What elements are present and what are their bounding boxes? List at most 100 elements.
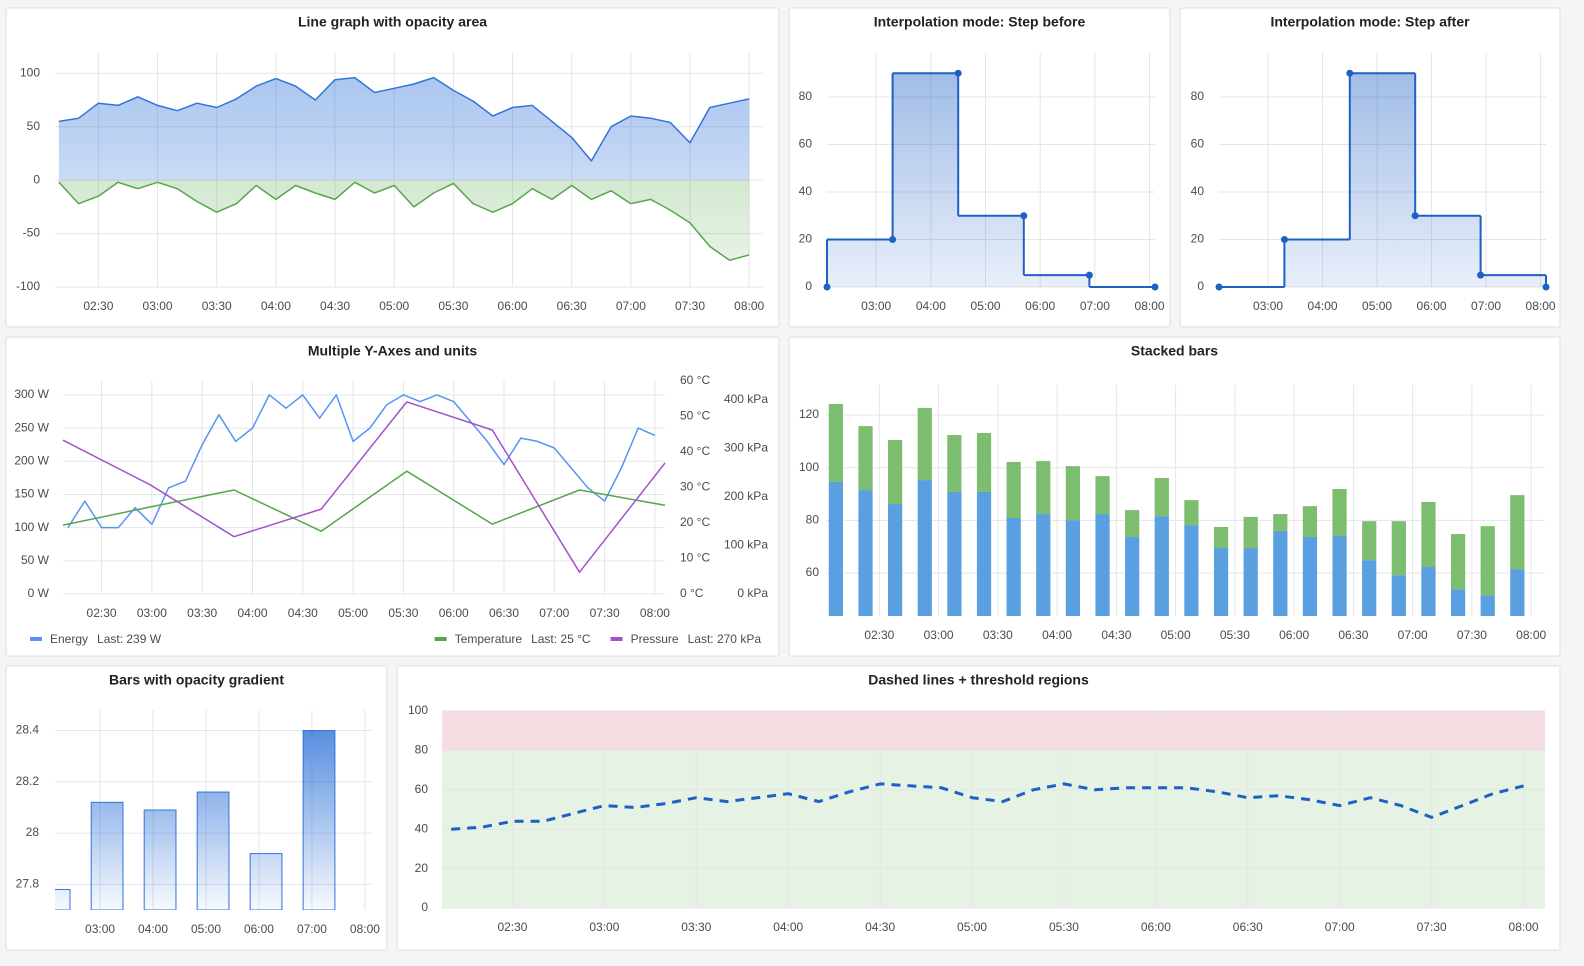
y-tick-label: 0 <box>1197 279 1204 293</box>
bar <box>1302 536 1318 616</box>
y-tick-label: 60 <box>806 565 820 579</box>
x-tick-label: 07:00 <box>1398 628 1428 642</box>
point <box>1151 283 1159 291</box>
x-tick-label: 05:00 <box>379 299 409 313</box>
x-tick-label: 08:00 <box>640 606 670 620</box>
x-tick-label: 07:30 <box>675 299 705 313</box>
x-tick-label: 03:00 <box>589 920 619 934</box>
point <box>1477 271 1485 279</box>
legend-name: Temperature <box>455 632 523 646</box>
x-tick-label: 04:30 <box>1101 628 1131 642</box>
bar <box>1065 466 1081 521</box>
x-tick-label: 08:00 <box>1516 628 1546 642</box>
area <box>58 180 750 261</box>
bar <box>1450 589 1466 616</box>
y3-tick-label: 300 kPa <box>724 441 768 455</box>
bar <box>1154 516 1169 616</box>
y3-tick-label: 100 kPa <box>724 538 768 552</box>
panel-title: Stacked bars <box>1131 343 1218 359</box>
x-tick-label: 07:00 <box>1471 299 1501 313</box>
x-tick-label: 05:00 <box>971 299 1001 313</box>
bar <box>1213 526 1229 549</box>
plot <box>62 381 666 595</box>
x-tick-label: 03:00 <box>1253 299 1283 313</box>
y-tick-label: 0 <box>805 279 812 293</box>
bar <box>976 491 992 616</box>
x-tick-label: 05:00 <box>338 606 368 620</box>
y3-tick-label: 0 kPa <box>737 586 768 600</box>
bar <box>1184 500 1199 526</box>
x-tick-label: 06:00 <box>439 606 469 620</box>
y-tick-label: -100 <box>16 279 40 293</box>
x-tick-label: 02:30 <box>87 606 117 620</box>
point <box>1020 212 1028 220</box>
y3-tick-label: 200 kPa <box>724 489 768 503</box>
y-tick-label: 80 <box>415 743 429 757</box>
y-tick-label: 150 W <box>14 487 49 501</box>
x-tick-label: 04:00 <box>1308 299 1338 313</box>
bar <box>1273 514 1288 531</box>
bars <box>828 403 1525 616</box>
bar <box>1362 560 1377 616</box>
bar <box>1095 514 1110 616</box>
y-tick-label: 20 <box>799 232 813 246</box>
bar <box>1480 526 1495 596</box>
bars <box>55 730 336 910</box>
panel <box>5 336 780 657</box>
step-area <box>892 73 959 287</box>
bar <box>1450 534 1466 590</box>
y-tick-label: 40 <box>799 184 813 198</box>
legend-item: Pressure Last: 270 kPa <box>610 632 762 646</box>
x-tick-label: 07:00 <box>1325 920 1355 934</box>
x-tick-label: 06:30 <box>489 606 519 620</box>
x-tick-label: 08:00 <box>1526 299 1556 313</box>
x-tick-label: 08:00 <box>734 299 764 313</box>
y2-tick-label: 40 °C <box>680 444 710 458</box>
x-tick-label: 03:00 <box>924 628 954 642</box>
point <box>1085 271 1093 279</box>
x-tick-label: 06:30 <box>557 299 587 313</box>
legend-name: Pressure <box>631 632 679 646</box>
bar <box>1125 510 1140 537</box>
x-tick-label: 07:00 <box>1080 299 1110 313</box>
y-tick-label: 60 <box>1191 137 1205 151</box>
x-tick-label: 07:00 <box>616 299 646 313</box>
bar <box>1243 516 1258 549</box>
y3-tick-label: 400 kPa <box>724 392 768 406</box>
bar <box>1036 514 1051 616</box>
line <box>58 76 750 162</box>
x-tick-label: 06:30 <box>1233 920 1263 934</box>
x-tick-label: 02:30 <box>497 920 527 934</box>
x-tick-label: 05:00 <box>1362 299 1392 313</box>
panel-title: Multiple Y-Axes and units <box>308 343 478 359</box>
x-tick-label: 03:30 <box>187 606 217 620</box>
y-tick-label: 80 <box>806 513 820 527</box>
panel-title: Dashed lines + threshold regions <box>868 672 1089 688</box>
x-tick-label: 02:30 <box>83 299 113 313</box>
y-tick-label: 40 <box>415 821 429 835</box>
x-tick-label: 03:00 <box>85 922 115 936</box>
legend-item: Energy Last: 239 W <box>30 632 162 646</box>
point <box>823 283 831 291</box>
legend-item: Temperature Last: 25 °C <box>434 632 591 646</box>
bar <box>1095 476 1110 515</box>
legend-last: Last: 270 kPa <box>688 632 762 646</box>
bar <box>1421 501 1436 568</box>
y2-tick-label: 60 °C <box>680 373 710 387</box>
y-tick-label: 120 <box>799 407 819 421</box>
x-tick-label: 03:30 <box>202 299 232 313</box>
x-tick-label: 05:30 <box>438 299 468 313</box>
plot <box>442 710 1545 909</box>
x-tick-label: 05:30 <box>1049 920 1079 934</box>
line <box>451 782 1524 831</box>
bar <box>249 853 283 910</box>
x-tick-label: 04:00 <box>138 922 168 936</box>
point <box>1346 69 1354 77</box>
x-tick-label: 04:00 <box>916 299 946 313</box>
bar <box>947 435 962 492</box>
x-tick-label: 07:30 <box>1457 628 1487 642</box>
bar <box>196 791 230 910</box>
y2-tick-label: 10 °C <box>680 551 710 565</box>
bar <box>1184 525 1199 616</box>
